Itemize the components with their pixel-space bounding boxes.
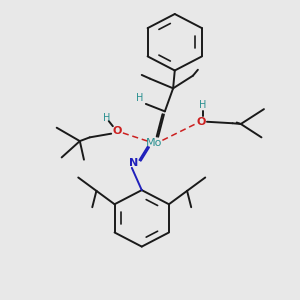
Text: H: H <box>103 113 111 123</box>
Text: H: H <box>199 100 206 110</box>
Text: Mo: Mo <box>146 138 162 148</box>
Text: O: O <box>112 126 122 136</box>
Text: H: H <box>136 93 143 103</box>
Text: O: O <box>196 117 206 127</box>
Text: N: N <box>129 158 138 168</box>
